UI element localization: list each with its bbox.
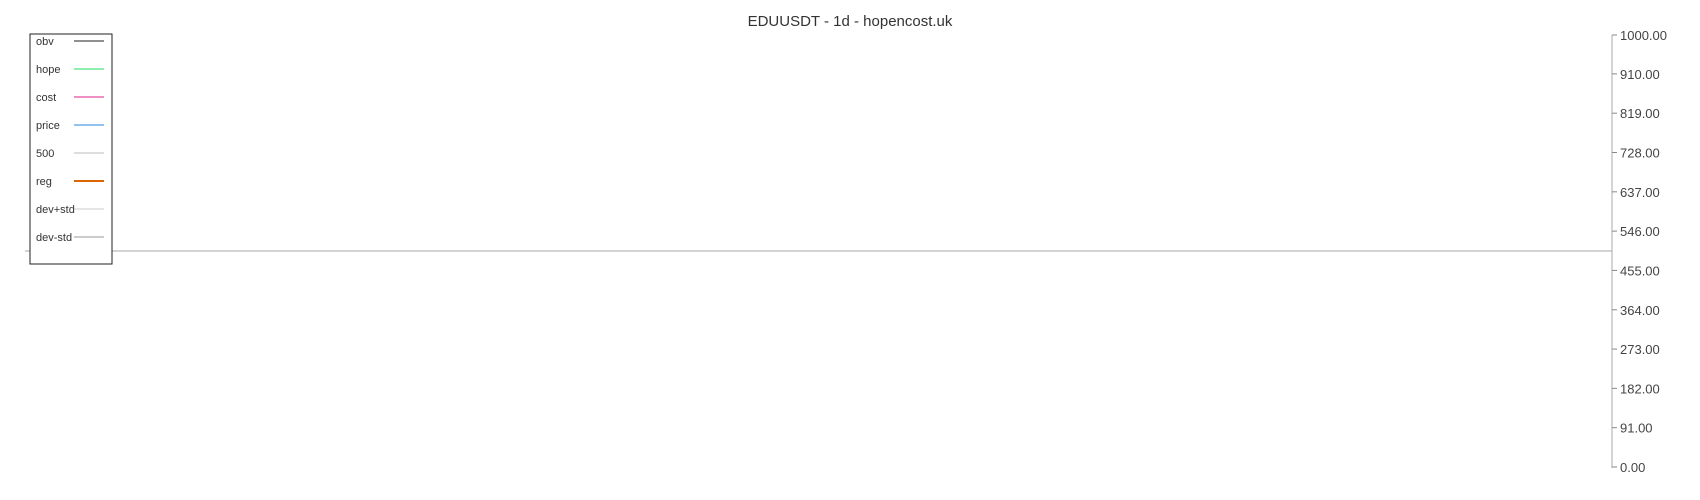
legend-label: 500	[36, 148, 54, 160]
y-tick-label: 455.00	[1620, 263, 1660, 278]
y-tick-label: 273.00	[1620, 342, 1660, 357]
legend-label: price	[36, 120, 60, 132]
y-tick-label: 182.00	[1620, 381, 1660, 396]
legend-items: obv hope cost price 500 reg dev+std dev-std	[36, 36, 104, 244]
legend-label: obv	[36, 36, 54, 48]
y-tick-label: 819.00	[1620, 106, 1660, 121]
y-tick-group: 1000.00 910.00 819.00 728.00 637.00 546.00 455…	[1612, 28, 1667, 475]
y-tick-label: 910.00	[1620, 67, 1660, 82]
y-tick-label: 91.00	[1620, 421, 1653, 436]
y-tick-label: 637.00	[1620, 185, 1660, 200]
y-tick-label: 1000.00	[1620, 28, 1667, 43]
y-tick-label: 364.00	[1620, 303, 1660, 318]
legend-label: cost	[36, 92, 56, 104]
legend-box	[29, 33, 113, 265]
legend: obv hope cost price 500 reg dev+std dev-std	[29, 33, 113, 265]
chart-title: EDUUSDT - 1d - hopencost.uk	[748, 13, 953, 30]
y-tick-label: 0.00	[1620, 460, 1645, 475]
y-tick-label: 728.00	[1620, 146, 1660, 161]
legend-label: dev-std	[36, 232, 72, 244]
y-tick-label: 546.00	[1620, 224, 1660, 239]
legend-label: reg	[36, 176, 52, 188]
legend-label: dev+std	[36, 204, 75, 216]
legend-label: hope	[36, 64, 60, 76]
